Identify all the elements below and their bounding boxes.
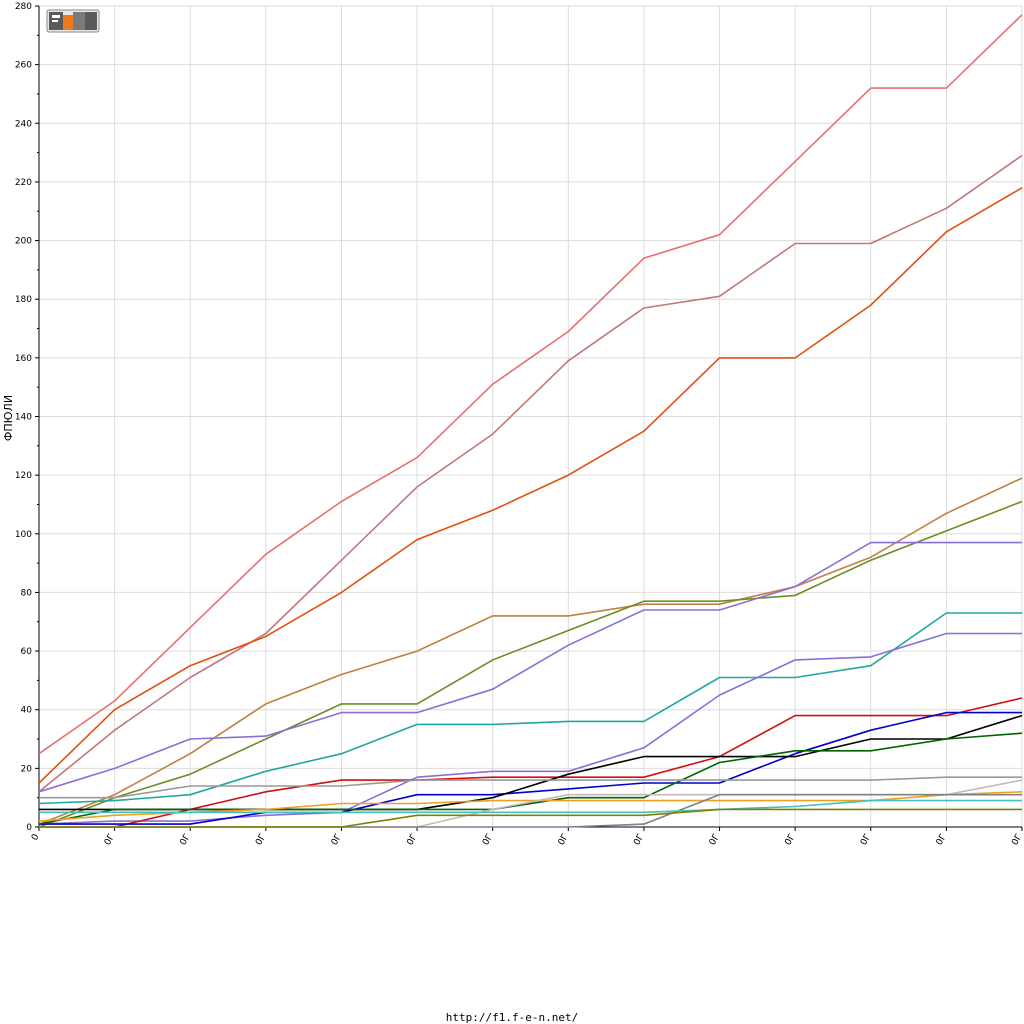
y-tick-label: 160 xyxy=(15,354,32,364)
y-tick-label: 120 xyxy=(15,471,32,481)
y-tick-label: 280 xyxy=(15,2,32,12)
x-tick-label: 0Г xyxy=(557,833,571,848)
series-line-2 xyxy=(38,154,1023,793)
x-tick-label: 0 xyxy=(30,832,42,842)
x-tick-label: 0Г xyxy=(330,833,344,848)
y-tick-label: 240 xyxy=(15,119,32,129)
f1en-logo[interactable] xyxy=(46,6,100,36)
chart-axes xyxy=(35,5,1023,831)
series-line-12 xyxy=(38,732,1023,825)
y-tick-label: 80 xyxy=(21,588,33,598)
series-line-13 xyxy=(39,776,1022,799)
footer-url[interactable]: http://f1.f-e-n.net/ xyxy=(445,1011,579,1024)
x-tick-labels: 0 0Г 0Г 0Г 0Г 0Г 0Г 0Г 0Г 0Г 0Г 0Г 0Г 0Г xyxy=(30,832,1024,847)
x-tick-label: 0Г xyxy=(632,833,646,848)
y-tick-label: 260 xyxy=(15,61,32,71)
logo-mark-icon xyxy=(46,9,100,33)
series-line-3 xyxy=(38,187,1023,784)
y-tick-label: 200 xyxy=(15,237,32,247)
series-line-8 xyxy=(38,632,1022,825)
x-tick-label: 0Г xyxy=(935,833,949,848)
x-tick-label: 0Г xyxy=(254,833,268,848)
chart-grid xyxy=(38,5,1023,828)
series-line-7 xyxy=(38,612,1022,805)
series-line-5 xyxy=(38,500,1023,828)
y-tick-label: 40 xyxy=(21,706,33,716)
series-line-4 xyxy=(38,477,1023,825)
x-tick-label: 0Г xyxy=(481,833,495,848)
x-tick-label: 0Г xyxy=(179,833,193,848)
series-line-6 xyxy=(38,541,1022,793)
x-tick-label: 0Г xyxy=(103,833,117,848)
y-tick-labels: 0 20 40 60 80 100 120 140 160 180 200 220 240 260 280 xyxy=(15,2,32,833)
series-line-1 xyxy=(38,14,1023,755)
series-lines xyxy=(38,14,1023,828)
y-tick-label: 60 xyxy=(21,647,33,657)
series-line-18 xyxy=(39,808,1022,828)
y-tick-label: 100 xyxy=(15,530,32,540)
x-tick-label: 0Г xyxy=(783,833,797,848)
y-tick-label: 220 xyxy=(15,178,32,188)
series-line-14 xyxy=(38,791,1023,822)
y-tick-label: 20 xyxy=(21,764,33,774)
y-tick-label: 0 xyxy=(26,823,32,833)
x-tick-label: 0Г xyxy=(405,833,419,848)
x-tick-label: 0Г xyxy=(859,833,873,848)
x-tick-label: 0Г xyxy=(708,833,722,848)
series-line-10 xyxy=(39,711,1022,825)
series-line-9 xyxy=(39,697,1023,828)
x-tick-label: 0Г xyxy=(1010,833,1024,848)
y-tick-label: 140 xyxy=(15,413,32,423)
series-line-17 xyxy=(39,799,1022,814)
y-axis-label: ФПЮЛИ xyxy=(2,395,15,441)
y-tick-label: 180 xyxy=(15,295,32,305)
